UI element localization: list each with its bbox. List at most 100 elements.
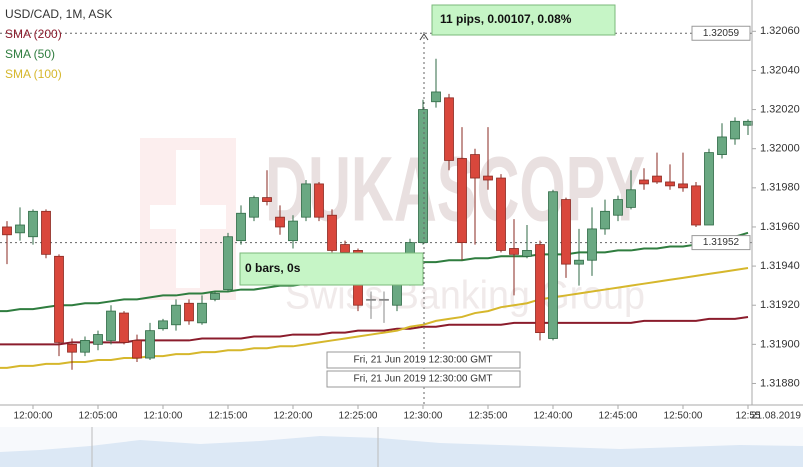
- candle-body: [574, 259, 584, 265]
- y-tick-label: 1.31960: [760, 221, 800, 233]
- candle-body: [145, 330, 155, 359]
- candle-body: [119, 312, 129, 343]
- candle-body: [366, 298, 376, 301]
- candle-body: [444, 97, 454, 161]
- candle-body: [730, 120, 740, 140]
- candle-body: [236, 212, 246, 242]
- y-tick-label: 1.31940: [760, 260, 800, 272]
- x-tick-label: 12:10:00: [144, 411, 183, 422]
- candle-body: [15, 224, 25, 234]
- time-label-box: [326, 351, 521, 369]
- candle-body: [418, 109, 428, 244]
- candle-body: [639, 179, 649, 185]
- candle-body: [67, 343, 77, 353]
- x-date-label: 21.08.2019: [751, 411, 801, 422]
- candle-body: [210, 293, 220, 300]
- candle-body: [106, 310, 116, 341]
- candle-body: [28, 210, 38, 238]
- legend-title: USD/CAD, 1M, ASK: [5, 7, 112, 21]
- candle-body: [340, 244, 350, 253]
- annotation-box: [431, 4, 616, 36]
- x-tick-label: 12:00:00: [14, 411, 53, 422]
- candle-body: [431, 91, 441, 103]
- candle-body: [600, 210, 610, 230]
- x-tick-label: 12:40:00: [534, 411, 573, 422]
- navigator-area: [0, 436, 803, 467]
- legend-entry: SMA (100): [5, 67, 62, 81]
- candle-body: [301, 183, 311, 218]
- annotation-box: [239, 252, 424, 286]
- candle-body: [665, 181, 675, 187]
- x-tick-label: 12:30:00: [404, 411, 443, 422]
- legend-entry: SMA (200): [5, 27, 62, 41]
- candle-body: [41, 210, 51, 255]
- candle-body: [483, 175, 493, 181]
- logo-block: [140, 138, 236, 300]
- y-tick-label: 1.32000: [760, 143, 800, 155]
- candle-body: [535, 244, 545, 334]
- watermark-logo: [140, 138, 236, 300]
- candle-body: [743, 120, 753, 126]
- price-marker-box: [691, 235, 751, 251]
- price-marker-label: 1.31952: [703, 237, 740, 248]
- candle-body: [561, 199, 571, 265]
- candle-body: [288, 220, 298, 242]
- price-marker-box: [691, 25, 751, 41]
- y-tick-label: 1.31980: [760, 182, 800, 194]
- candle-body: [613, 199, 623, 216]
- candle-body: [249, 197, 259, 218]
- candle-body: [509, 248, 519, 255]
- crosshair-time-label: Fri, 21 Jun 2019 12:30:00 GMT: [354, 355, 493, 366]
- x-tick-label: 12:20:00: [274, 411, 313, 422]
- x-tick-label: 12:35:00: [469, 411, 508, 422]
- candle-body: [93, 334, 103, 345]
- candle-body: [626, 189, 636, 208]
- annotation: 0 bars, 0s: [245, 261, 301, 275]
- candle-body: [379, 298, 389, 301]
- legend-entry: SMA (50): [5, 47, 55, 61]
- plot-area: [0, 32, 753, 370]
- time-label-box: [326, 370, 521, 388]
- y-tick-label: 1.31880: [760, 377, 800, 389]
- x-tick-label: 12:55: [735, 411, 760, 422]
- y-tick-label: 1.31900: [760, 338, 800, 350]
- candle-body: [678, 183, 688, 189]
- legend: USD/CAD, 1M, ASK SMA (200) SMA (50) SMA (10…: [5, 7, 112, 81]
- candle-body: [652, 175, 662, 183]
- candle-body: [522, 250, 532, 257]
- candle-body: [548, 191, 558, 339]
- candle-body: [158, 320, 168, 330]
- candle-body: [587, 228, 597, 261]
- y-tick-label: 1.32020: [760, 103, 800, 115]
- candle-body: [80, 340, 90, 353]
- candle-body: [223, 236, 233, 290]
- logo-cross: [150, 205, 226, 229]
- candle-body: [457, 158, 467, 244]
- candle-body: [262, 197, 272, 202]
- candle-body: [717, 136, 727, 155]
- candle-body: [691, 185, 701, 226]
- candle-body: [197, 302, 207, 324]
- x-tick-label: 12:05:00: [79, 411, 118, 422]
- logo-cross: [176, 150, 200, 288]
- candle-body: [2, 226, 12, 236]
- annotation: 11 pips, 0.00107, 0.08%: [440, 12, 572, 26]
- candle-body: [171, 304, 181, 326]
- x-tick-label: 12:50:00: [664, 411, 703, 422]
- candle-body: [132, 340, 142, 359]
- x-tick-label: 12:15:00: [209, 411, 248, 422]
- price-marker-label: 1.32059: [703, 28, 740, 39]
- x-tick-label: 12:25:00: [339, 411, 378, 422]
- candle-body: [54, 255, 64, 343]
- crosshair-time-label: Fri, 21 Jun 2019 12:30:00 GMT: [354, 374, 493, 385]
- crosshair-arrow: [419, 33, 429, 41]
- candle-body: [184, 302, 194, 322]
- y-tick-label: 1.31920: [760, 299, 800, 311]
- candle-body: [704, 152, 714, 226]
- x-tick-label: 12:45:00: [599, 411, 638, 422]
- candle-body: [314, 183, 324, 218]
- candle-body: [327, 214, 337, 251]
- sma-line: [0, 267, 749, 369]
